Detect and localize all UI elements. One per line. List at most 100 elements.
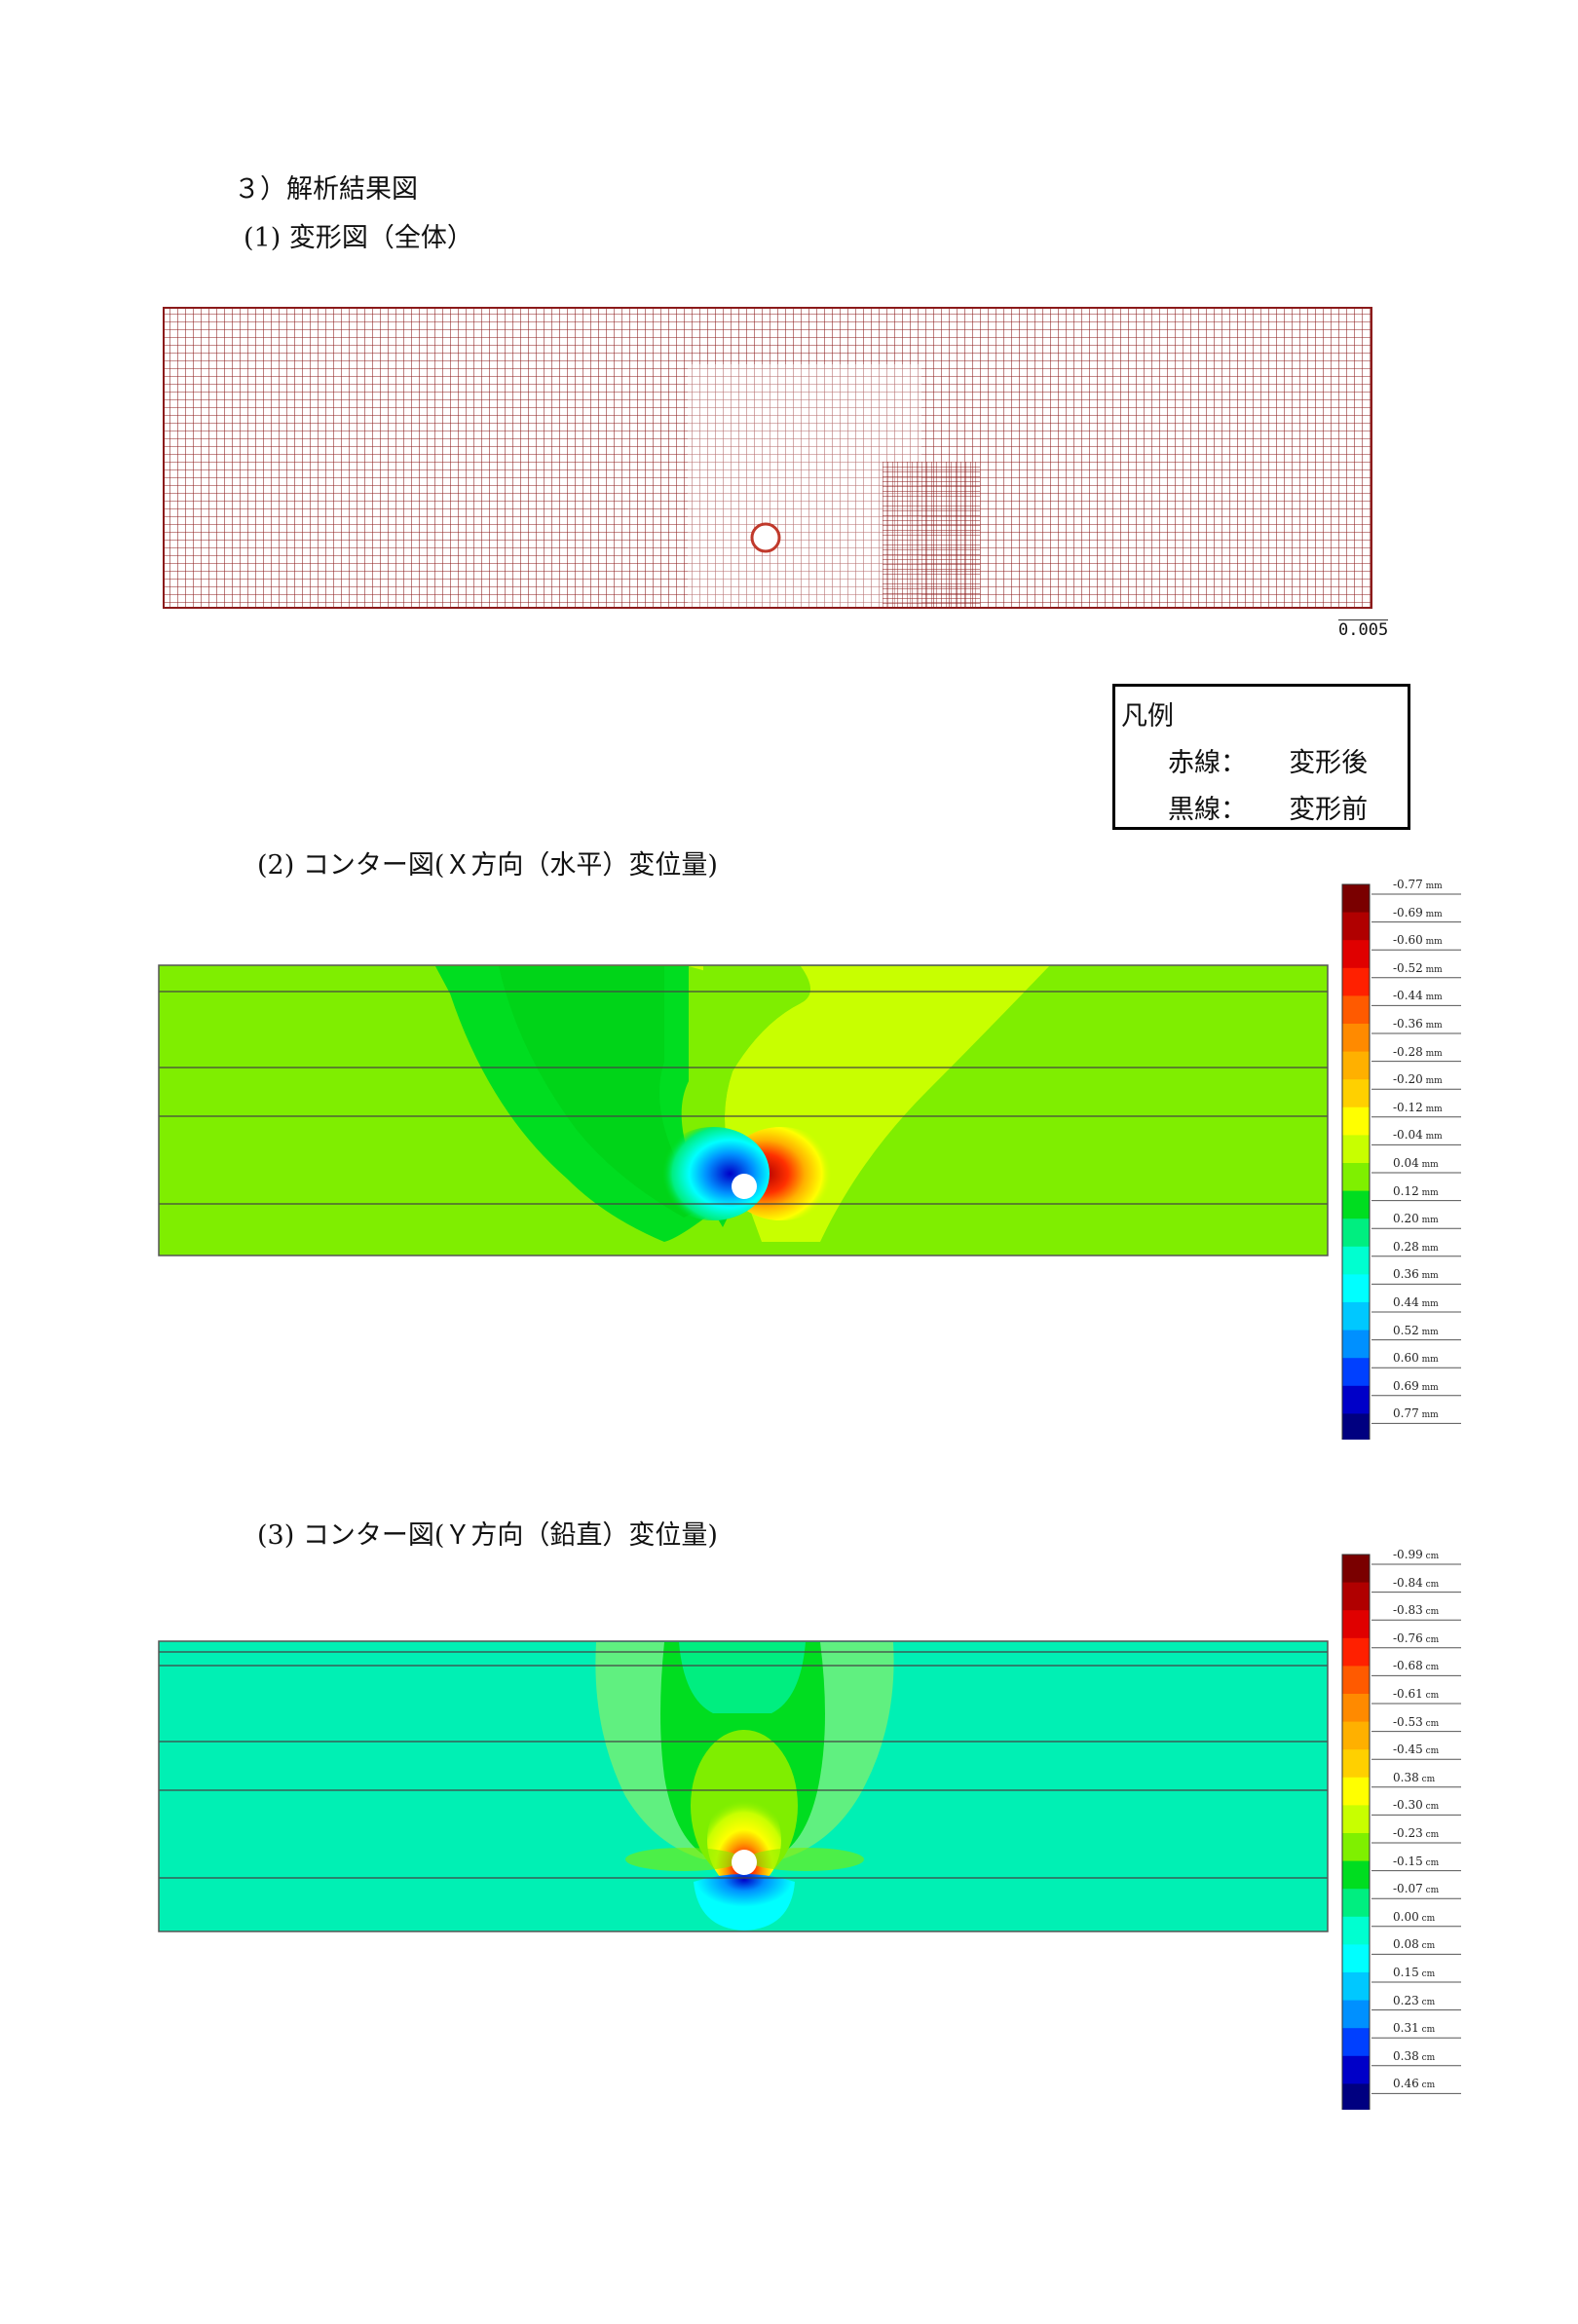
colorbar-value: 0.31 — [1393, 2021, 1419, 2036]
colorbar-y: -0.99 cm -0.84 cm -0.83 cm -0.76 cm -0.68 cm… — [1340, 1541, 1463, 2110]
colorbar-unit: cm — [1418, 2080, 1436, 2091]
colorbar-swatch — [1342, 1637, 1370, 1667]
colorbar-value: -0.30 — [1393, 1798, 1423, 1813]
colorbar-value: 0.38 — [1393, 2048, 1419, 2063]
colorbar-frame — [1341, 883, 1371, 1440]
colorbar-swatch — [1342, 940, 1370, 969]
colorbar-label: -0.07 cm — [1393, 1882, 1439, 1895]
colorbar-swatch — [1342, 2055, 1370, 2084]
colorbar-value: 0.69 — [1393, 1378, 1419, 1393]
colorbar-swatch — [1342, 2028, 1370, 2057]
colorbar-unit: cm — [1422, 1746, 1440, 1757]
colorbar-unit: cm — [1422, 1802, 1440, 1813]
colorbar-swatch — [1342, 1385, 1370, 1414]
colorbar-unit: mm — [1418, 1299, 1439, 1309]
colorbar-swatch — [1342, 1135, 1370, 1164]
colorbar-label: 0.04 mm — [1393, 1156, 1439, 1170]
colorbar-unit: mm — [1422, 909, 1443, 919]
colorbar-unit: cm — [1422, 1607, 1440, 1618]
colorbar-label: -0.45 cm — [1393, 1743, 1439, 1756]
colorbar-swatch — [1342, 1777, 1370, 1806]
colorbar-label: 0.60 mm — [1393, 1351, 1439, 1365]
colorbar-label: -0.30 cm — [1393, 1798, 1439, 1812]
colorbar-swatch — [1342, 1582, 1370, 1611]
colorbar-value: 0.08 — [1393, 1937, 1419, 1952]
colorbar-value: -0.45 — [1393, 1743, 1423, 1757]
colorbar-label: 0.69 mm — [1393, 1379, 1439, 1393]
colorbar-unit: cm — [1422, 1691, 1440, 1701]
colorbar-swatch — [1342, 1106, 1370, 1136]
colorbar-label: -0.23 cm — [1393, 1826, 1439, 1840]
colorbar-unit: mm — [1422, 993, 1443, 1003]
colorbar-swatch — [1342, 1330, 1370, 1359]
colorbar-label: 0.12 mm — [1393, 1184, 1439, 1198]
colorbar-swatch — [1342, 1749, 1370, 1779]
colorbar-label: 0.46 cm — [1393, 2077, 1435, 2090]
colorbar-swatch — [1342, 912, 1370, 941]
colorbar-value: -0.07 — [1393, 1882, 1423, 1896]
colorbar-label: -0.12 mm — [1393, 1101, 1443, 1114]
colorbar-unit: cm — [1422, 1830, 1440, 1840]
colorbar-label: -0.20 mm — [1393, 1072, 1443, 1086]
colorbar-value: -0.23 — [1393, 1826, 1423, 1840]
colorbar-label: -0.61 cm — [1393, 1687, 1439, 1701]
colorbar-label: -0.60 mm — [1393, 933, 1443, 947]
colorbar-swatch — [1342, 1833, 1370, 1862]
colorbar-label: -0.04 mm — [1393, 1128, 1443, 1142]
colorbar-unit: mm — [1422, 1104, 1443, 1114]
colorbar-value: 0.46 — [1393, 2077, 1419, 2091]
colorbar-value: 0.20 — [1393, 1212, 1419, 1226]
colorbar-unit: mm — [1422, 1076, 1443, 1087]
colorbar-swatch — [1342, 2083, 1370, 2110]
colorbar-unit: cm — [1422, 1552, 1440, 1561]
colorbar-value: -0.83 — [1393, 1603, 1423, 1618]
fig1-title: (1) 変形図（全体） — [244, 223, 473, 253]
colorbar-value: -0.69 — [1393, 905, 1423, 919]
colorbar-swatch — [1342, 1079, 1370, 1108]
colorbar-unit: mm — [1418, 1160, 1439, 1170]
colorbar-value: 0.12 — [1393, 1183, 1419, 1198]
colorbar-unit: mm — [1422, 1132, 1443, 1143]
colorbar-label: -0.68 cm — [1393, 1659, 1439, 1672]
legend-value: 変形前 — [1289, 795, 1369, 825]
colorbar-unit: cm — [1422, 1718, 1440, 1729]
deformation-mesh — [163, 307, 1372, 609]
colorbar-unit: cm — [1418, 2052, 1436, 2063]
colorbar-value: -0.60 — [1393, 933, 1423, 948]
colorbar-value: 0.04 — [1393, 1156, 1419, 1170]
fig3-title: (3) コンター図(Ｙ方向（鉛直）変位量) — [257, 1520, 718, 1551]
colorbar-label: -0.36 mm — [1393, 1017, 1443, 1031]
colorbar-swatch — [1342, 1051, 1370, 1080]
colorbar-unit: cm — [1422, 1663, 1440, 1673]
colorbar-value: -0.84 — [1393, 1575, 1423, 1590]
colorbar-unit: cm — [1422, 1579, 1440, 1590]
colorbar-x: -0.77 mm -0.69 mm -0.60 mm -0.52 mm -0.44 mm… — [1340, 871, 1463, 1440]
colorbar-value: -0.99 — [1393, 1548, 1423, 1561]
colorbar-swatch — [1342, 1805, 1370, 1834]
colorbar-unit: cm — [1422, 1634, 1440, 1645]
colorbar-unit: mm — [1422, 881, 1443, 891]
colorbar-label: -0.28 mm — [1393, 1045, 1443, 1059]
colorbar-value: -0.44 — [1393, 989, 1423, 1003]
contour-x-plot — [158, 964, 1329, 1256]
section-title: ３）解析結果図 — [234, 174, 418, 205]
colorbar-label: -0.77 mm — [1393, 878, 1443, 891]
colorbar-label: 0.23 cm — [1393, 1994, 1435, 2007]
colorbar-label: -0.52 mm — [1393, 961, 1443, 975]
colorbar-swatch — [1342, 1358, 1370, 1387]
colorbar-value: -0.28 — [1393, 1044, 1423, 1059]
colorbar-value: 0.44 — [1393, 1295, 1419, 1309]
colorbar-value: -0.36 — [1393, 1017, 1423, 1031]
colorbar-label: -0.69 mm — [1393, 906, 1443, 919]
scale-label: 0.005 — [1338, 619, 1389, 640]
colorbar-label: 0.08 cm — [1393, 1937, 1435, 1951]
colorbar-unit: cm — [1422, 1857, 1440, 1868]
colorbar-value: -0.68 — [1393, 1659, 1423, 1673]
colorbar-value: -0.77 — [1393, 878, 1423, 891]
colorbar-x-swatches — [1341, 883, 1461, 1440]
colorbar-label: -0.53 cm — [1393, 1715, 1439, 1729]
colorbar-unit: cm — [1418, 1941, 1436, 1952]
colorbar-unit: cm — [1418, 1969, 1436, 1979]
colorbar-value: -0.20 — [1393, 1072, 1423, 1087]
colorbar-swatch — [1342, 1666, 1370, 1695]
